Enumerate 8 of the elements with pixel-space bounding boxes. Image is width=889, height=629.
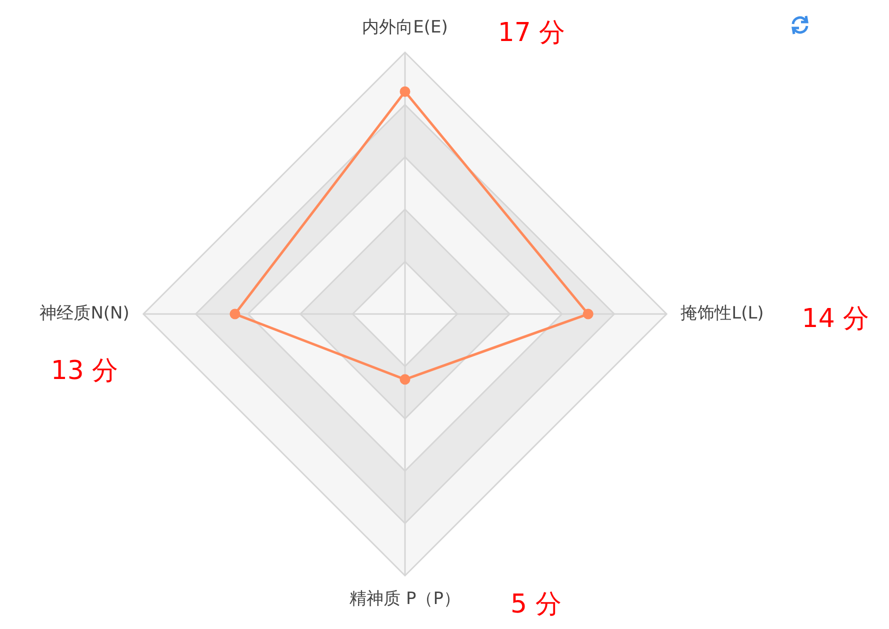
- spoke-label: 神经质N(N): [40, 303, 130, 324]
- text: 17 分: [498, 18, 566, 48]
- text: 5 分: [510, 590, 562, 620]
- spoke-label: 内外向E(E): [362, 18, 448, 38]
- text: 13 分: [50, 356, 118, 386]
- spoke-label: 精神质 P（P）: [350, 589, 460, 610]
- spoke-label: 掩饰性L(L): [680, 303, 764, 324]
- text: 14 分: [802, 304, 870, 334]
